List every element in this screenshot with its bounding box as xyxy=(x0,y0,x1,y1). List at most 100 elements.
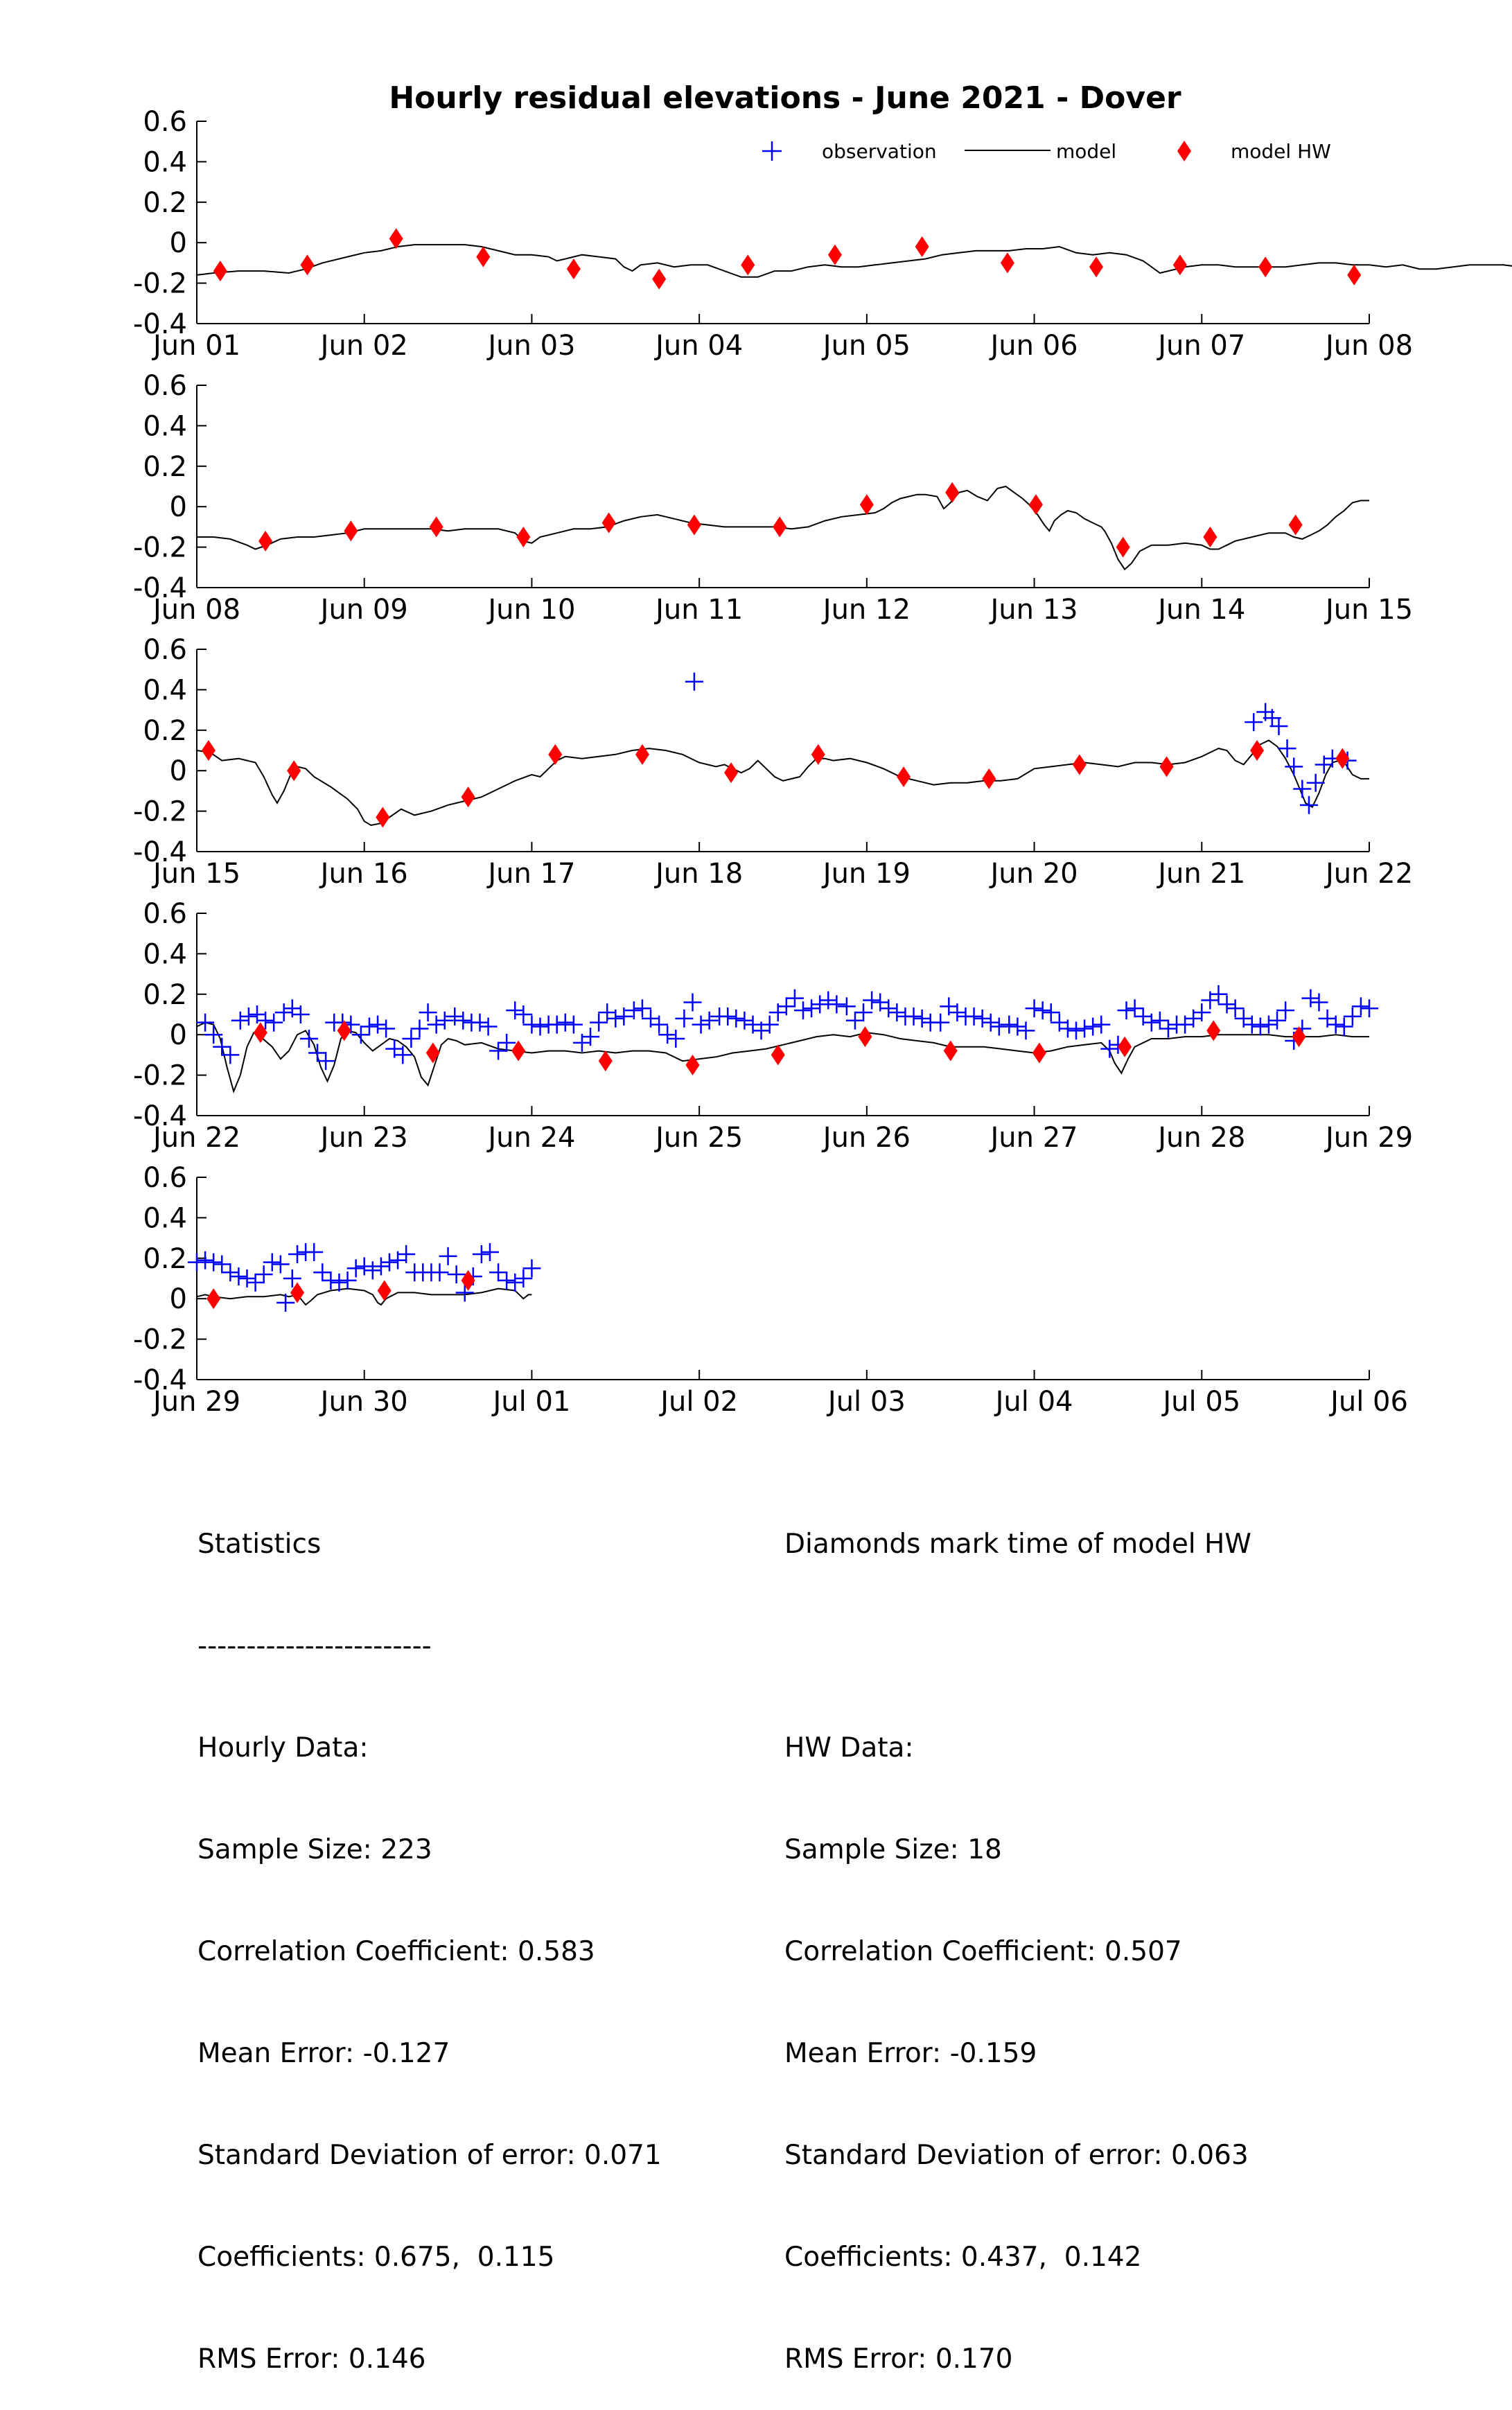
model-hw-marker xyxy=(344,520,358,542)
figure: Hourly residual elevations - June 2021 -… xyxy=(133,80,1512,1418)
observation-marker xyxy=(837,997,856,1016)
observation-marker xyxy=(854,1003,873,1022)
x-tick-label: Jun 05 xyxy=(821,330,911,362)
stats-hw-rms-error: RMS Error: 0.170 xyxy=(784,2343,1013,2375)
observation-marker xyxy=(1269,716,1288,735)
stats-hw-heading: Diamonds mark time of model HW xyxy=(784,1529,1251,1560)
observation-marker xyxy=(231,1011,249,1030)
y-tick-label: -0.4 xyxy=(133,1100,187,1132)
stats-hourly-section: Hourly Data: xyxy=(197,1732,369,1763)
observation-marker xyxy=(196,1013,215,1032)
x-tick-label: Jun 28 xyxy=(1156,1122,1245,1154)
model-hw-marker xyxy=(1292,1026,1306,1048)
observation-marker xyxy=(410,1019,429,1038)
model-hw-marker xyxy=(943,1040,958,1062)
x-tick-label: Jun 11 xyxy=(653,594,743,626)
observation-marker xyxy=(1268,1011,1287,1030)
y-tick-label: 0.4 xyxy=(143,410,187,442)
observation-marker xyxy=(506,1273,525,1292)
model-hw-marker xyxy=(548,744,563,765)
x-tick-label: Jun 30 xyxy=(319,1386,408,1418)
x-tick-label: Jun 14 xyxy=(1156,594,1245,626)
observation-marker xyxy=(1025,999,1044,1018)
stats-hw-sample-size: Sample Size: 18 xyxy=(784,1834,1002,1865)
y-tick-label: 0 xyxy=(170,755,187,787)
observation-marker xyxy=(439,1247,457,1265)
stats-hw-section: HW Data: xyxy=(784,1732,914,1763)
observation-marker xyxy=(888,1003,906,1022)
observation-marker xyxy=(498,1271,516,1290)
stats-hourly-correlation: Correlation Coefficient: 0.583 xyxy=(197,1936,595,1967)
legend-model-label: model xyxy=(1056,140,1116,163)
x-tick-label: Jun 13 xyxy=(989,594,1078,626)
x-tick-label: Jun 22 xyxy=(1324,858,1413,890)
observation-marker xyxy=(351,1026,370,1044)
observation-marker xyxy=(455,1283,474,1302)
model-hw-marker xyxy=(425,1042,440,1064)
model-hw-marker xyxy=(858,1026,872,1048)
observation-marker xyxy=(1343,1007,1362,1026)
stats-hw-std-error: Standard Deviation of error: 0.063 xyxy=(784,2140,1249,2171)
y-tick-label: 0.2 xyxy=(143,1243,187,1275)
observation-marker xyxy=(1041,1003,1060,1022)
x-tick-label: Jul 02 xyxy=(658,1386,738,1418)
stats-hw-spacer xyxy=(784,1629,1251,1663)
x-tick-label: Jun 24 xyxy=(486,1122,575,1154)
observation-marker xyxy=(506,1001,525,1020)
observation-marker xyxy=(204,1026,223,1044)
model-hw-marker xyxy=(771,1044,785,1066)
observation-marker xyxy=(435,1011,454,1030)
model-hw-marker xyxy=(1250,740,1265,761)
stats-hw: Diamonds mark time of model HW HW Data: … xyxy=(784,1459,1251,2410)
observation-marker xyxy=(514,1005,533,1023)
model-hw-marker xyxy=(389,228,403,249)
x-tick-label: Jun 15 xyxy=(151,858,240,890)
y-tick-label: -0.4 xyxy=(133,572,187,604)
observation-marker xyxy=(719,1007,737,1026)
stats-hourly: Statistics ------------------------ Hour… xyxy=(197,1459,662,2410)
observation-marker xyxy=(188,1253,206,1272)
model-hw-marker xyxy=(741,254,755,276)
stats-hw-coefficients: Coefficients: 0.437, 0.142 xyxy=(784,2242,1142,2273)
legend-observation-label: observation xyxy=(822,140,937,163)
observation-marker xyxy=(427,1015,446,1034)
model-hw-marker xyxy=(827,244,842,265)
observation-marker xyxy=(481,1243,499,1262)
observation-marker xyxy=(1226,999,1245,1018)
model-hw-marker xyxy=(461,786,475,808)
model-hw-marker xyxy=(1172,254,1187,276)
x-tick-label: Jun 15 xyxy=(1324,594,1413,626)
model-hw-marker xyxy=(598,1050,613,1072)
x-tick-label: Jun 27 xyxy=(989,1122,1078,1154)
y-tick-label: -0.4 xyxy=(133,836,187,868)
observation-marker xyxy=(246,1273,265,1292)
model-hw-marker xyxy=(1347,264,1362,285)
y-tick-label: 0 xyxy=(170,1283,187,1315)
observation-marker xyxy=(288,1244,307,1263)
observation-marker xyxy=(685,672,703,691)
x-tick-label: Jun 08 xyxy=(151,594,240,626)
observation-marker xyxy=(363,1261,382,1280)
observation-marker xyxy=(196,1251,215,1269)
model-hw-marker xyxy=(601,512,616,534)
y-tick-label: -0.2 xyxy=(133,268,187,300)
model-hw-marker xyxy=(258,530,273,552)
observation-marker xyxy=(265,1013,283,1032)
observation-marker xyxy=(1075,1019,1094,1038)
model-line xyxy=(196,244,1512,278)
x-tick-label: Jul 05 xyxy=(1161,1386,1240,1418)
observation-marker xyxy=(369,1015,387,1034)
stats-hw-mean-error: Mean Error: -0.159 xyxy=(784,2038,1037,2069)
stats-divider: ------------------------ xyxy=(197,1630,432,1662)
observation-marker xyxy=(204,1253,223,1272)
y-tick-label: 0.6 xyxy=(143,634,187,666)
model-hw-marker xyxy=(1206,1020,1221,1041)
observation-marker xyxy=(1033,1001,1052,1020)
observation-marker xyxy=(498,1033,516,1052)
observation-marker xyxy=(239,1007,258,1026)
model-hw-marker xyxy=(1116,536,1130,558)
observation-marker xyxy=(1084,1017,1102,1036)
observation-marker xyxy=(965,1007,983,1026)
x-tick-label: Jun 07 xyxy=(1156,330,1245,362)
